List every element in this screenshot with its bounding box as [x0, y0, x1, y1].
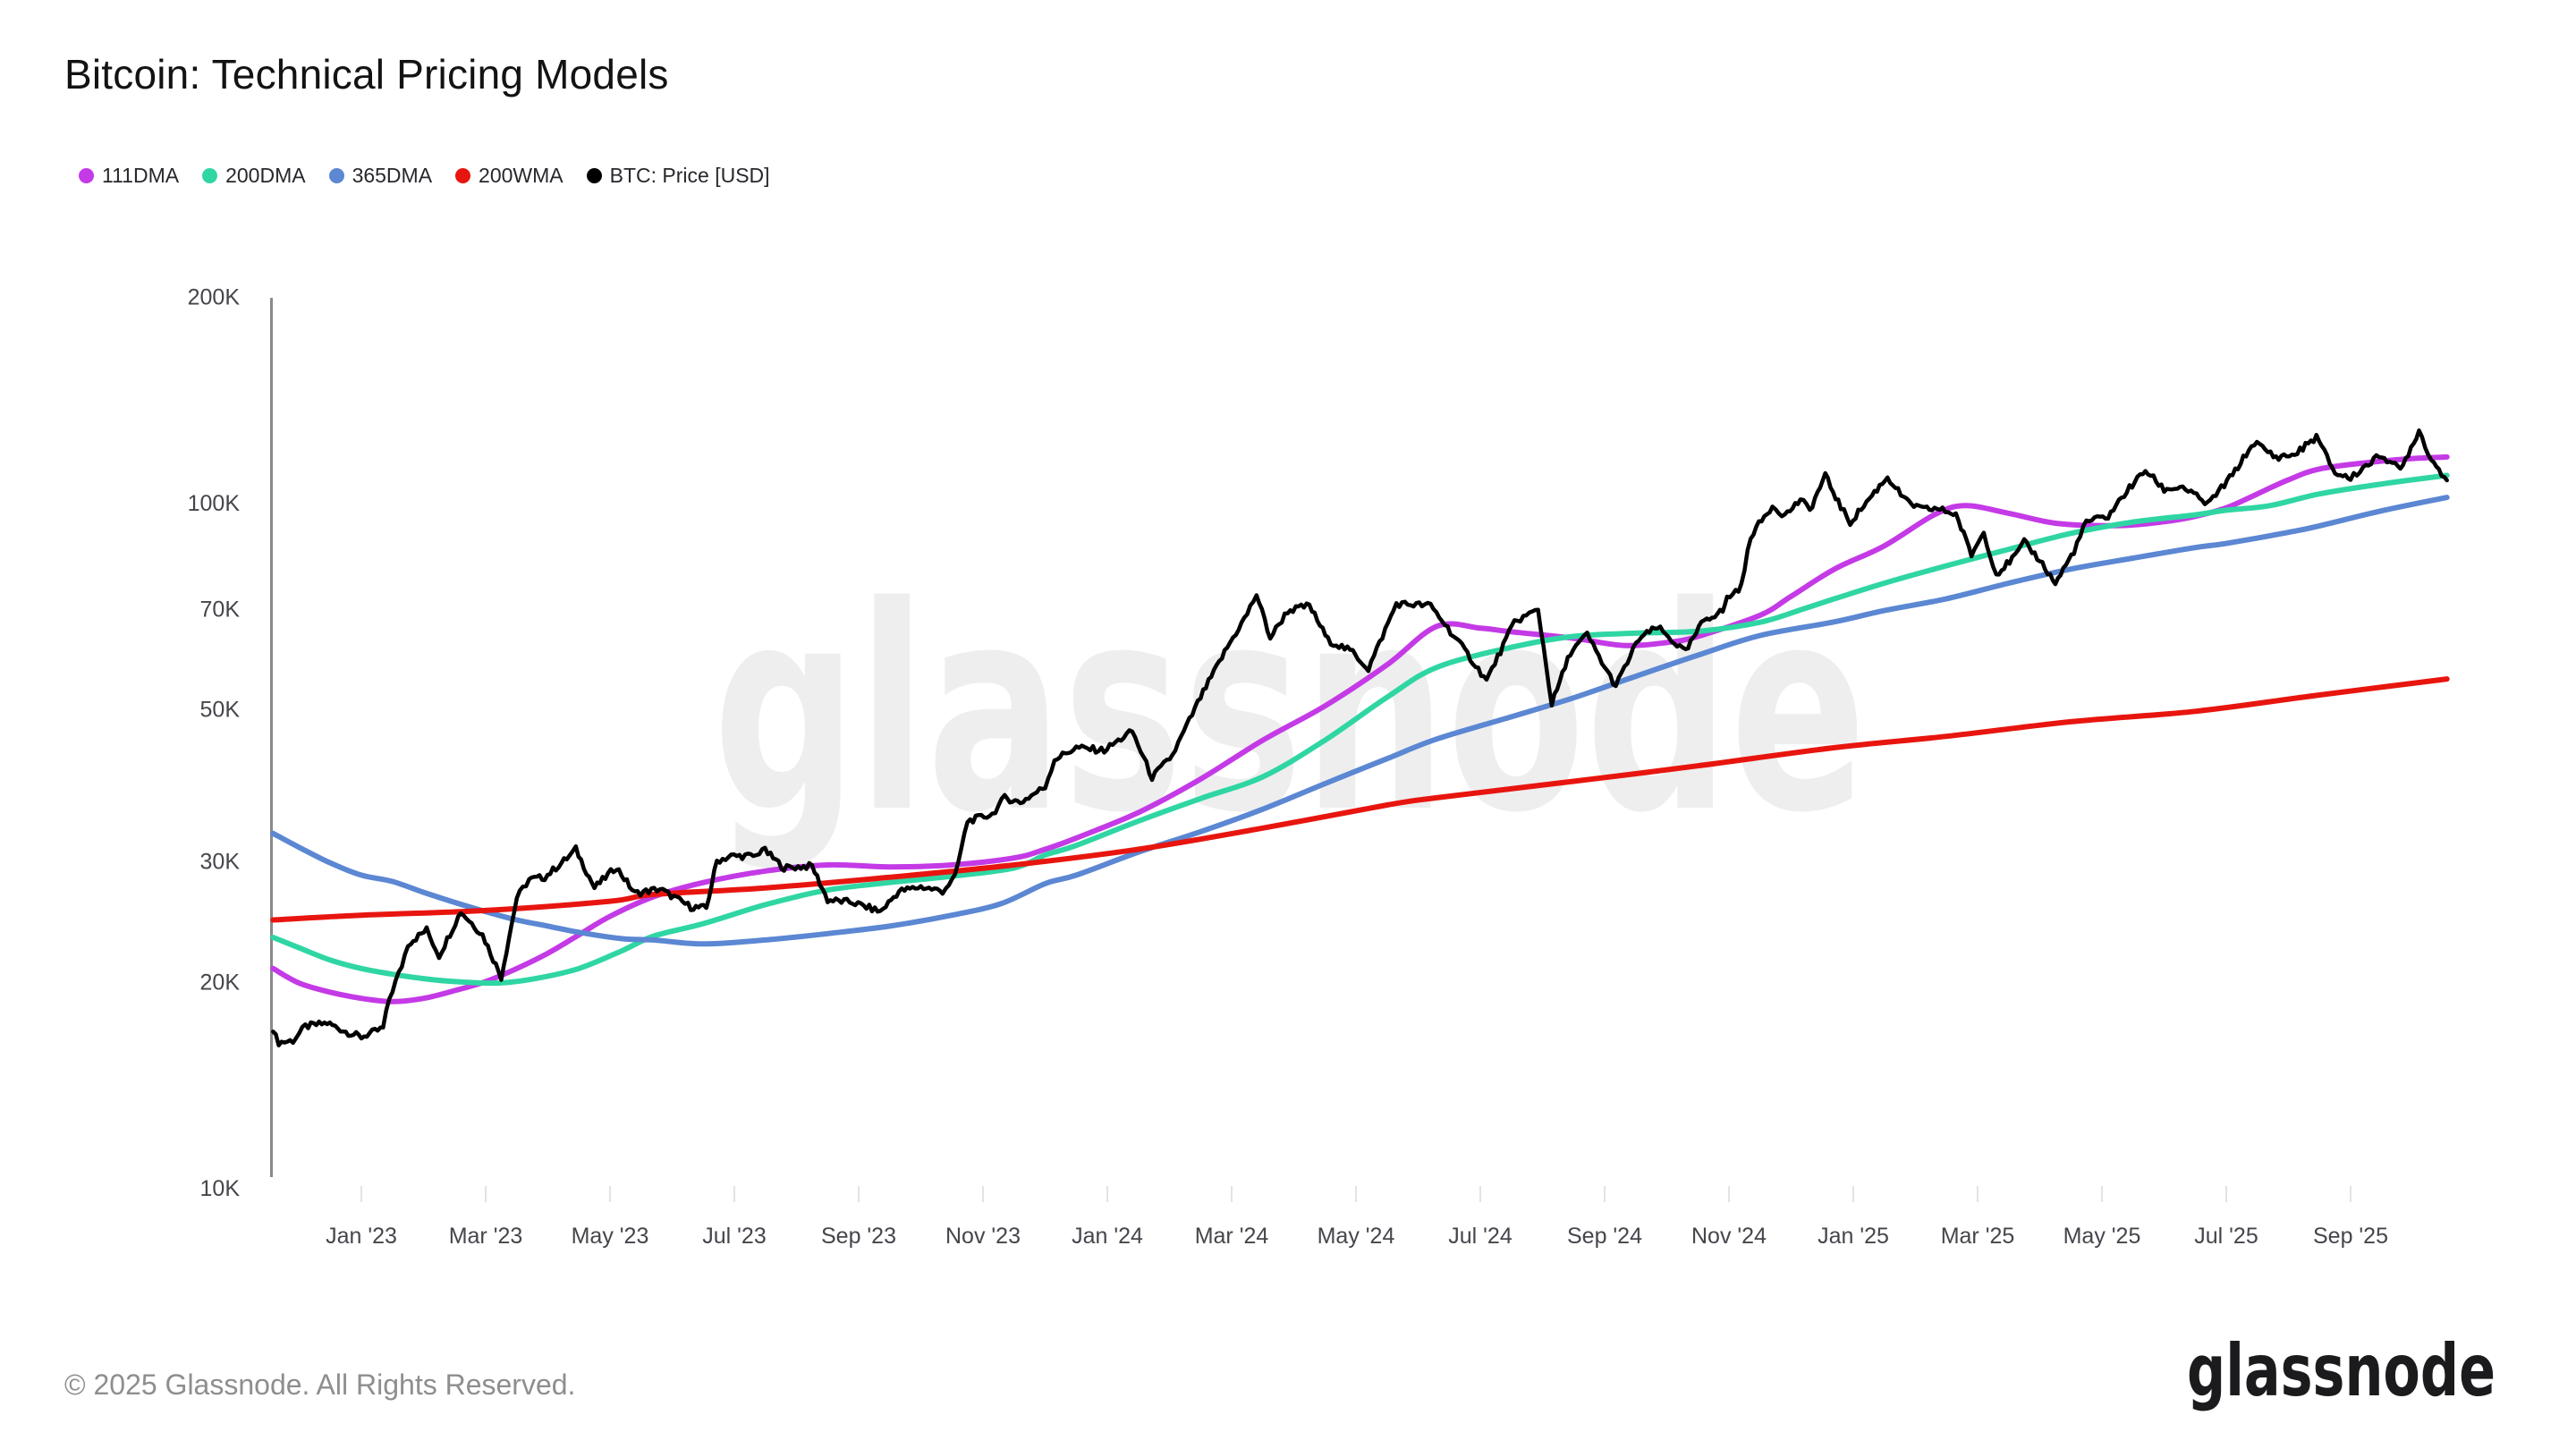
x-tick-label: Jan '24	[1072, 1224, 1143, 1249]
y-tick-label: 30K	[200, 850, 241, 875]
x-tick-label: May '23	[572, 1224, 649, 1249]
y-tick-label: 70K	[200, 597, 241, 623]
365dma-legend-dot-icon	[328, 168, 344, 183]
series-200dma-line	[270, 472, 2450, 987]
x-tick-label: Nov '23	[945, 1224, 1021, 1249]
series-200wma-line	[270, 676, 2450, 923]
x-tick-label: Jul '23	[702, 1224, 766, 1249]
page-title: Bitcoin: Technical Pricing Models	[64, 51, 669, 97]
legend-label: 200DMA	[225, 164, 306, 187]
legend-item-111dma[interactable]: 111DMA	[79, 164, 179, 188]
x-tick-label: May '24	[1318, 1224, 1395, 1249]
legend-label: 111DMA	[102, 164, 180, 187]
x-tick-label: Mar '23	[449, 1224, 523, 1249]
legend-label: 200WMA	[479, 164, 564, 187]
legend-item-200wma[interactable]: 200WMA	[455, 164, 564, 188]
glassnode-logo-text: glassnode	[2187, 1329, 2496, 1412]
series-365dma-line	[270, 495, 2450, 947]
y-tick-label: 200K	[188, 284, 241, 309]
x-tick-label: Sep '23	[821, 1224, 896, 1249]
legend-label: BTC: Price [USD]	[609, 164, 770, 187]
glassnode-watermark: glassnode	[713, 547, 1867, 875]
series-111dma-line	[270, 453, 2450, 1004]
y-tick-label: 10K	[200, 1176, 241, 1201]
y-tick-label: 20K	[200, 970, 241, 995]
x-tick-label: Jul '24	[1448, 1224, 1513, 1249]
200dma-legend-dot-icon	[202, 168, 218, 183]
glassnode-logo[interactable]: glassnode	[2178, 1326, 2509, 1424]
legend: 111DMA 200DMA 365DMA 200WMA BTC: Price [USD]	[79, 164, 770, 188]
legend-label: 365DMA	[352, 164, 433, 187]
legend-item-200dma[interactable]: 200DMA	[202, 164, 306, 188]
legend-item-btc-price-usd[interactable]: BTC: Price [USD]	[586, 164, 770, 188]
x-tick-label: May '25	[2063, 1224, 2141, 1249]
x-tick-label: Mar '25	[1941, 1224, 2015, 1249]
200wma-legend-dot-icon	[455, 168, 471, 183]
y-tick-label: 100K	[188, 491, 241, 516]
x-tick-label: Jul '25	[2194, 1224, 2258, 1249]
btc-price-usd-legend-dot-icon	[586, 168, 602, 183]
111dma-legend-dot-icon	[79, 168, 94, 183]
series-btc-price-usd-line	[271, 428, 2449, 1047]
x-tick-label: Nov '24	[1691, 1224, 1767, 1249]
x-tick-label: Sep '24	[1567, 1224, 1642, 1249]
copyright-text: © 2025 Glassnode. All Rights Reserved.	[64, 1368, 576, 1401]
x-tick-label: Sep '25	[2313, 1224, 2388, 1249]
x-tick-label: Mar '24	[1195, 1224, 1269, 1249]
legend-item-365dma[interactable]: 365DMA	[328, 164, 433, 188]
x-tick-label: Jan '25	[1818, 1224, 1889, 1249]
y-tick-label: 50K	[200, 698, 241, 723]
x-tick-label: Jan '23	[326, 1224, 397, 1249]
